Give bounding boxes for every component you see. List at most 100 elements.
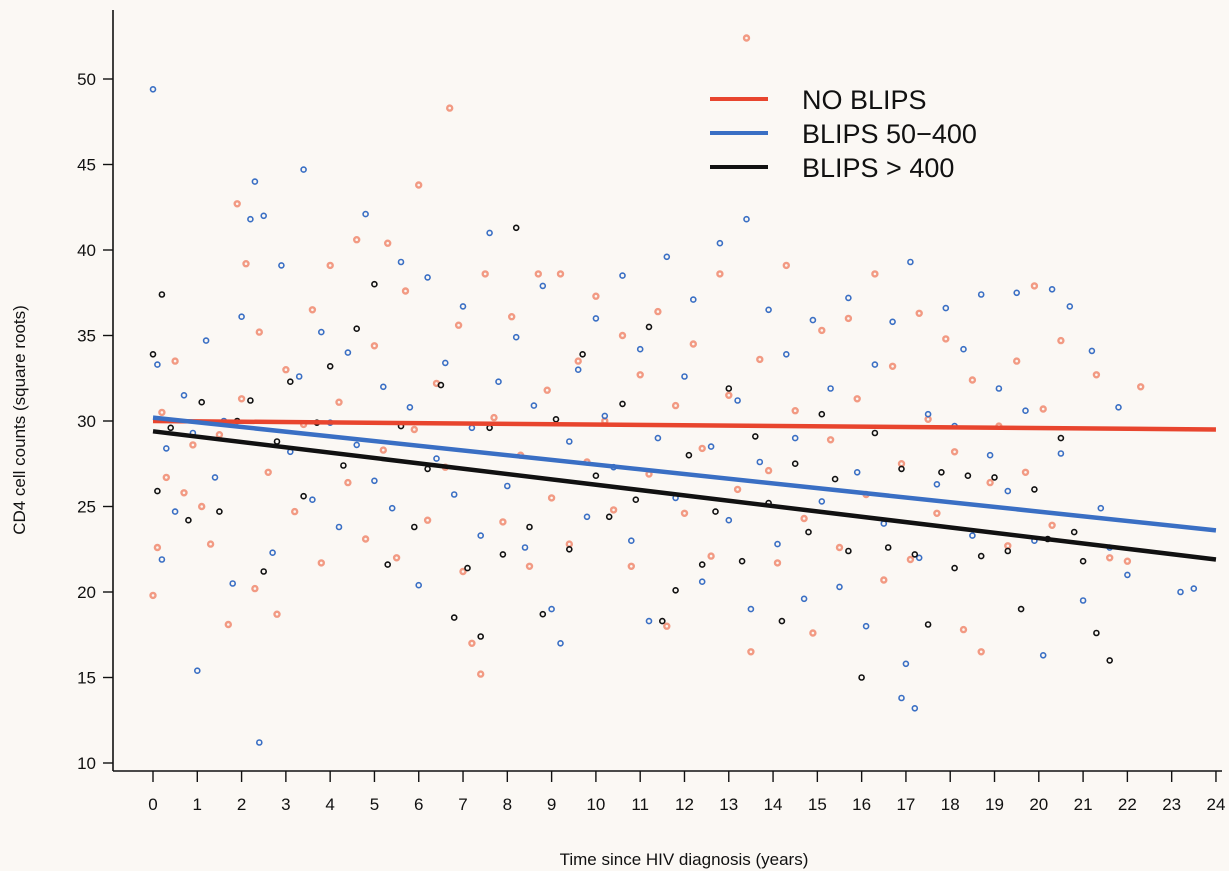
data-point [278,262,285,269]
data-point [733,485,742,494]
data-point [933,480,941,488]
data-point [446,104,454,112]
data-point [672,586,679,594]
data-point [415,581,423,589]
data-point [1105,554,1114,562]
data-point [826,436,835,444]
data-point [1048,285,1056,293]
data-point [495,378,502,386]
data-point [557,639,564,647]
data-point [800,595,808,603]
data-point [950,448,959,456]
data-point [397,258,405,266]
data-point [716,270,724,278]
data-point [565,438,573,445]
data-point [1079,597,1087,604]
data-point [747,648,755,656]
data-point [938,468,945,476]
data-point [291,507,299,516]
data-point [525,562,534,570]
data-point [202,337,210,344]
data-point [477,633,485,640]
data-point [880,576,888,584]
data-point [1057,434,1065,442]
data-point [468,424,476,432]
x-tick-label: 4 [325,795,334,814]
data-point [410,425,418,434]
data-point [592,292,600,300]
data-point [742,34,751,42]
y-tick-label: 20 [77,583,96,602]
data-point [512,333,520,341]
data-point [1066,303,1074,310]
data-point [539,610,547,618]
data-point [1030,282,1039,290]
data-point [255,328,263,336]
data-point [619,400,626,408]
data-point [897,460,906,468]
data-point [933,509,941,517]
data-point [269,549,276,557]
data-point [765,306,772,314]
data-point [1079,557,1087,565]
data-point [977,648,985,656]
data-point [247,215,254,223]
data-point [539,282,547,290]
x-tick-label: 12 [675,795,694,814]
data-point [433,455,440,462]
data-point [942,304,950,312]
data-point [969,532,976,539]
data-point [924,621,932,628]
data-point [171,357,179,365]
data-point [907,258,914,266]
data-point [725,385,733,392]
data-point [818,326,826,335]
data-point [481,270,489,278]
data-point [716,239,724,247]
data-point [273,438,281,445]
data-point [1039,651,1047,659]
data-point [1004,487,1012,495]
data-point [206,540,215,548]
data-point [836,583,843,591]
data-point [764,466,773,475]
data-point [326,362,334,370]
data-point [508,313,516,321]
data-point [379,383,387,391]
data-point [818,410,826,418]
data-point [1004,547,1012,555]
x-tick-label: 17 [896,795,915,814]
data-point [924,410,932,418]
data-point [911,551,919,558]
data-point [960,345,967,353]
data-point [747,605,755,613]
data-point [734,397,741,404]
y-tick-label: 35 [77,327,96,346]
data-point [216,508,223,515]
data-point [180,489,188,497]
data-point [410,523,418,531]
data-point [835,543,844,552]
data-point [619,272,626,279]
data-point [154,361,161,368]
y-axis-label: CD4 cell counts (square roots) [10,305,29,535]
data-point [255,739,263,746]
data-point [153,543,162,552]
x-tick-label: 10 [586,795,605,814]
data-point [845,294,852,302]
data-point [149,86,157,93]
data-point [317,559,325,567]
data-point [959,625,968,634]
data-point [889,318,896,326]
data-point [353,235,361,244]
data-point [827,385,834,392]
data-point [450,614,458,621]
data-point [680,509,689,517]
data-point [1093,629,1100,637]
data-point [158,556,166,563]
data-point [499,518,507,526]
data-point [565,540,573,548]
data-point [158,291,166,298]
data-point [574,357,582,365]
